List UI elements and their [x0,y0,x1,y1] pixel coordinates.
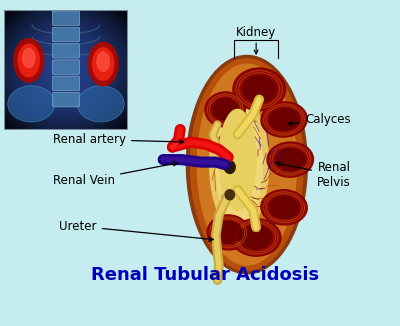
Text: Renal
Pelvis: Renal Pelvis [276,161,351,189]
Text: Kidney: Kidney [236,26,276,39]
FancyBboxPatch shape [52,44,80,58]
Ellipse shape [270,196,298,218]
Ellipse shape [261,190,307,225]
Ellipse shape [233,68,286,111]
FancyBboxPatch shape [52,27,80,42]
FancyBboxPatch shape [52,11,80,25]
Ellipse shape [207,215,249,250]
Ellipse shape [97,52,110,71]
Ellipse shape [243,76,276,103]
Ellipse shape [210,97,268,232]
Ellipse shape [276,149,305,170]
Ellipse shape [215,222,241,243]
Ellipse shape [77,86,124,122]
Ellipse shape [213,98,238,120]
Ellipse shape [241,226,272,249]
FancyBboxPatch shape [52,76,80,91]
Ellipse shape [270,109,298,130]
Ellipse shape [88,42,118,86]
Text: Ureter: Ureter [59,220,213,241]
Ellipse shape [219,110,256,210]
Ellipse shape [231,219,281,256]
Ellipse shape [14,39,44,82]
Text: Renal artery: Renal artery [53,133,184,146]
Ellipse shape [216,104,262,225]
Text: Renal Vein: Renal Vein [53,162,178,187]
Ellipse shape [186,55,307,274]
Ellipse shape [22,48,35,68]
Ellipse shape [8,86,55,122]
Ellipse shape [197,64,296,265]
Ellipse shape [225,190,234,200]
Ellipse shape [93,48,114,80]
Ellipse shape [267,142,314,177]
Ellipse shape [190,59,303,271]
Ellipse shape [261,102,307,137]
Text: Calyces: Calyces [288,113,351,126]
Ellipse shape [18,44,39,77]
FancyBboxPatch shape [52,92,80,107]
Ellipse shape [224,161,235,173]
FancyBboxPatch shape [52,60,80,74]
Text: Renal Tubular Acidosis: Renal Tubular Acidosis [91,266,319,284]
Ellipse shape [205,92,245,127]
